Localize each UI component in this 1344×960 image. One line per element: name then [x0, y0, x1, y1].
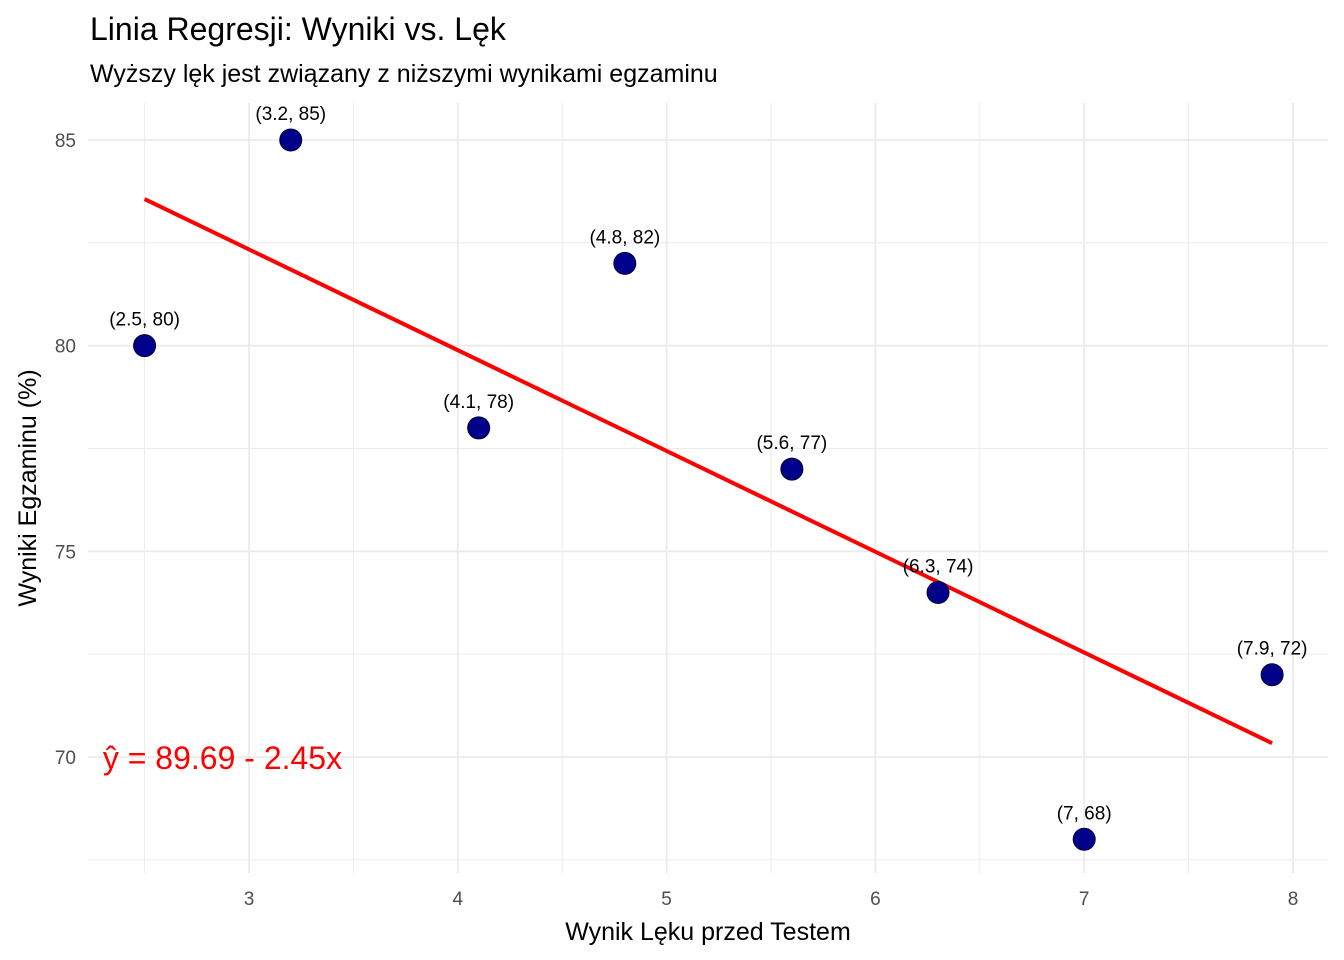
data-label: (5.6, 77): [756, 433, 827, 454]
data-point: [1072, 827, 1096, 851]
x-tick-label: 8: [1288, 889, 1299, 910]
data-label: (3.2, 85): [255, 104, 326, 125]
data-point: [279, 128, 303, 152]
x-tick-label: 7: [1079, 889, 1090, 910]
data-label: (2.5, 80): [109, 310, 180, 331]
x-axis-title: Wynik Lęku przed Testem: [565, 918, 851, 946]
data-point: [1260, 663, 1284, 687]
data-point: [613, 251, 637, 275]
data-point: [926, 580, 950, 604]
data-label: (4.1, 78): [443, 392, 514, 413]
chart-subtitle: Wyższy lęk jest związany z niższymi wyni…: [90, 60, 718, 88]
data-point: [780, 457, 804, 481]
x-tick-label: 5: [661, 889, 672, 910]
y-tick-label: 85: [55, 131, 76, 152]
x-tick-label: 3: [244, 889, 255, 910]
data-label: (4.8, 82): [589, 227, 660, 248]
data-point: [467, 416, 491, 440]
x-tick-label: 6: [870, 889, 881, 910]
x-tick-label: 4: [453, 889, 464, 910]
data-label: (6.3, 74): [903, 556, 974, 577]
regression-line: [143, 197, 1273, 746]
y-tick-label: 80: [55, 337, 76, 358]
y-tick-label: 70: [55, 748, 76, 769]
data-label: (7.9, 72): [1237, 639, 1308, 660]
data-point: [133, 334, 157, 358]
chart-title: Linia Regresji: Wyniki vs. Lęk: [90, 11, 506, 47]
regression-equation: ŷ = 89.69 - 2.45x: [103, 740, 342, 776]
y-axis-title: Wyniki Egzaminu (%): [14, 369, 42, 606]
data-label: (7, 68): [1057, 803, 1112, 824]
y-tick-label: 75: [55, 542, 76, 563]
